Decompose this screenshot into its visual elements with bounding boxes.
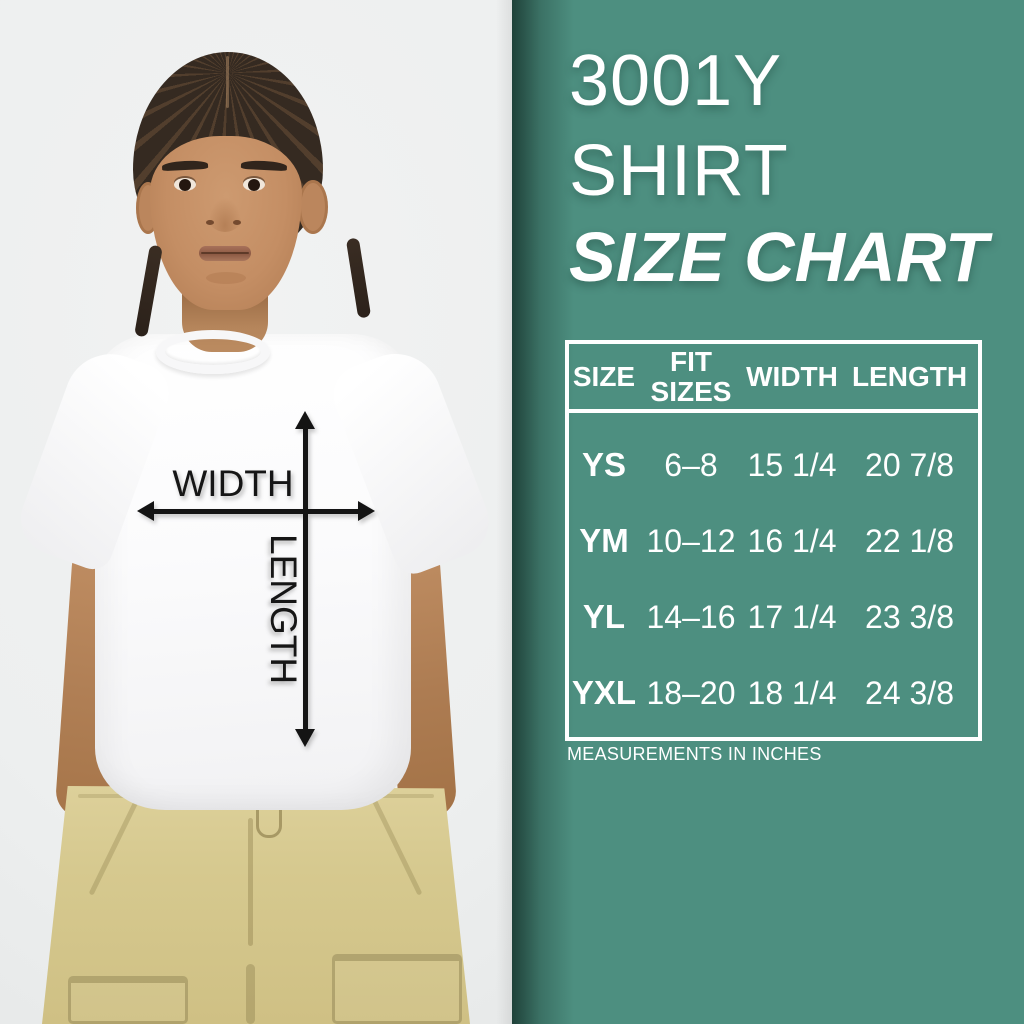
size-cell: YM [579, 522, 629, 559]
units-footnote: MEASUREMENTS IN INCHES [567, 744, 822, 764]
measurement-arrows [137, 411, 375, 747]
fit-sizes-cell: 6–8 [664, 446, 718, 483]
table-row-ym: YM 10–12 16 1/4 22 1/8 [569, 503, 978, 579]
right-nostril [233, 220, 241, 225]
photo-edge-shade [496, 0, 512, 1024]
length-arrowhead-top-icon [295, 411, 315, 429]
size-table-header: SIZE FIT SIZES WIDTH LENGTH [569, 344, 978, 413]
size-table: SIZE FIT SIZES WIDTH LENGTH YS 6–8 15 1/… [565, 340, 982, 741]
panel-left-shadow [512, 0, 574, 1024]
column-header-fit-sizes: FIT SIZES [650, 346, 732, 407]
tshirt-collar [156, 330, 270, 374]
left-nostril [206, 220, 214, 225]
size-cell: YXL [571, 674, 637, 711]
shorts-fly-seam [248, 818, 253, 946]
fit-sizes-cell: 18–20 [646, 674, 736, 711]
table-row-yxl: YXL 18–20 18 1/4 24 3/8 [569, 655, 978, 731]
column-header-length: LENGTH [851, 360, 968, 392]
length-cell: 22 1/8 [865, 522, 954, 559]
mouth-line [201, 252, 249, 254]
cargo-pocket-left [68, 976, 188, 1024]
table-row-ys: YS 6–8 15 1/4 20 7/8 [569, 427, 978, 503]
mouth [199, 246, 251, 261]
length-arrowhead-bottom-icon [295, 729, 315, 747]
title-product-type: SHIRT [569, 131, 789, 211]
width-annotation: WIDTH [172, 463, 294, 504]
chin-shadow [206, 272, 246, 284]
model-right-ear [298, 180, 328, 234]
length-arrow [303, 427, 308, 731]
column-header-width: WIDTH [746, 360, 838, 392]
fit-sizes-cell: 14–16 [646, 598, 736, 635]
model-photo: WIDTH LENGTH [0, 0, 512, 1024]
table-row-yl: YL 14–16 17 1/4 23 3/8 [569, 579, 978, 655]
right-iris [248, 179, 260, 191]
nose [206, 194, 244, 232]
shorts-inseam [246, 964, 255, 1024]
length-annotation: LENGTH [263, 534, 304, 685]
length-cell: 24 3/8 [865, 674, 954, 711]
length-cell: 23 3/8 [865, 598, 954, 635]
cargo-pocket-right [332, 954, 462, 1024]
model-shorts [42, 786, 470, 1024]
size-cell: YL [582, 598, 626, 635]
right-eye [243, 178, 265, 191]
width-cell: 15 1/4 [747, 446, 837, 483]
shorts-drawstring [256, 806, 282, 838]
width-arrow [152, 509, 360, 514]
size-cell: YS [581, 446, 627, 483]
title-size-chart: SIZE CHART [569, 218, 988, 296]
width-cell: 17 1/4 [747, 598, 837, 635]
width-arrowhead-right-icon [358, 501, 375, 521]
left-eye [174, 178, 196, 191]
hair-part-line [226, 56, 229, 108]
size-chart-panel: 3001Y SHIRT SIZE CHART SIZE FIT SIZES WI… [512, 0, 1024, 1024]
width-cell: 18 1/4 [747, 674, 837, 711]
size-table-body: YS 6–8 15 1/4 20 7/8 YM 10–12 16 1/4 22 … [569, 413, 978, 731]
width-cell: 16 1/4 [747, 522, 837, 559]
title-product-code: 3001Y [569, 41, 783, 121]
width-arrowhead-left-icon [137, 501, 154, 521]
left-iris [179, 179, 191, 191]
fit-sizes-cell: 10–12 [646, 522, 736, 559]
column-header-size: SIZE [572, 360, 636, 392]
length-cell: 20 7/8 [865, 446, 954, 483]
